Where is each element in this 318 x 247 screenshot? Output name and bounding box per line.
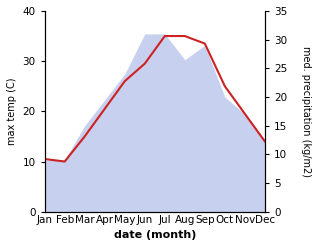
Y-axis label: max temp (C): max temp (C) — [7, 78, 17, 145]
X-axis label: date (month): date (month) — [114, 230, 196, 240]
Y-axis label: med. precipitation (kg/m2): med. precipitation (kg/m2) — [301, 46, 311, 177]
